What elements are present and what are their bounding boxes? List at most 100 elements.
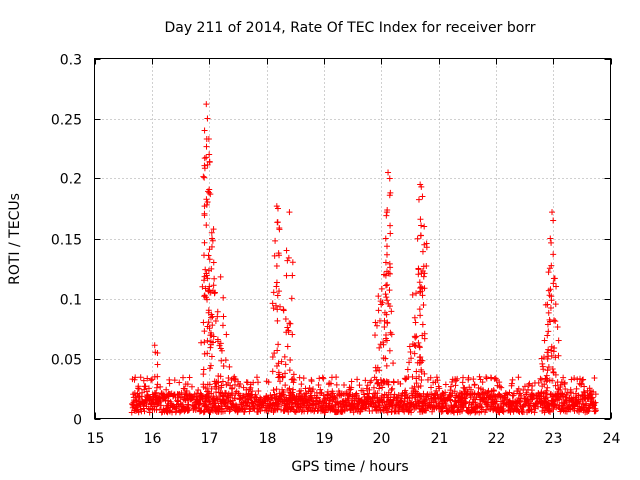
data-point — [276, 288, 283, 295]
data-point — [333, 374, 340, 381]
data-point — [409, 373, 416, 380]
data-point — [581, 383, 588, 390]
data-point — [459, 408, 466, 415]
data-point — [274, 317, 281, 324]
data-point — [510, 390, 517, 397]
data-point — [296, 390, 303, 397]
data-point — [275, 341, 282, 348]
data-point — [551, 401, 558, 408]
data-point — [281, 353, 288, 360]
data-point — [286, 367, 293, 374]
data-point — [275, 403, 282, 410]
data-point — [419, 292, 426, 299]
data-point — [203, 101, 210, 108]
data-point — [219, 378, 226, 385]
data-point — [551, 317, 558, 324]
data-point — [388, 308, 395, 315]
data-point — [204, 115, 211, 122]
data-point — [376, 367, 383, 374]
data-point — [548, 347, 555, 354]
data-point — [377, 341, 384, 348]
x-axis-label: GPS time / hours — [291, 459, 408, 475]
data-point — [592, 391, 599, 398]
data-point — [214, 308, 221, 315]
data-point — [384, 320, 391, 327]
data-point — [142, 383, 149, 390]
data-point — [224, 393, 231, 400]
data-point — [145, 385, 152, 392]
data-point — [414, 235, 421, 242]
data-point — [544, 384, 551, 391]
data-point — [229, 391, 236, 398]
data-point — [203, 196, 210, 203]
data-point — [470, 376, 477, 383]
x-tick-label: 18 — [259, 431, 277, 447]
data-point — [554, 323, 561, 330]
data-point — [185, 401, 192, 408]
data-point — [320, 375, 327, 382]
data-point — [211, 275, 218, 282]
data-point — [289, 331, 296, 338]
data-point — [375, 307, 382, 314]
data-point — [591, 374, 598, 381]
data-point — [244, 379, 251, 386]
data-point — [384, 207, 391, 214]
data-point — [205, 319, 212, 326]
x-tick-label: 15 — [87, 431, 105, 447]
data-point — [418, 183, 425, 190]
data-point — [415, 196, 422, 203]
data-point — [591, 402, 598, 409]
data-point — [237, 381, 244, 388]
data-point — [418, 270, 425, 277]
data-point — [548, 352, 555, 359]
data-point — [208, 265, 215, 272]
data-point — [203, 201, 210, 208]
data-point — [375, 293, 382, 300]
data-point — [206, 151, 213, 158]
data-point — [379, 384, 386, 391]
data-point — [206, 158, 213, 165]
data-point — [408, 409, 415, 416]
data-point — [275, 369, 282, 376]
data-point — [277, 303, 284, 310]
data-point — [576, 400, 583, 407]
data-point — [449, 378, 456, 385]
data-point — [418, 357, 425, 364]
data-point — [330, 390, 337, 397]
data-point — [272, 237, 279, 244]
data-point — [201, 212, 208, 219]
data-point — [373, 322, 380, 329]
data-point — [386, 303, 393, 310]
data-point — [389, 385, 396, 392]
data-point — [417, 382, 424, 389]
data-point — [135, 385, 142, 392]
data-point — [208, 229, 215, 236]
data-point — [310, 386, 317, 393]
data-point — [207, 362, 214, 369]
data-point — [151, 403, 158, 410]
data-point — [409, 291, 416, 298]
data-point — [212, 318, 219, 325]
data-point — [201, 155, 208, 162]
data-point — [380, 341, 387, 348]
data-point — [381, 324, 388, 331]
data-point — [553, 283, 560, 290]
data-point — [282, 361, 289, 368]
data-point — [506, 389, 513, 396]
data-point — [481, 390, 488, 397]
data-point — [296, 374, 303, 381]
data-point — [289, 375, 296, 382]
data-point — [417, 216, 424, 223]
data-point — [384, 297, 391, 304]
y-axis-label: ROTI / TECUs — [7, 193, 23, 285]
data-point — [546, 377, 553, 384]
data-point — [397, 380, 404, 387]
data-point — [273, 386, 280, 393]
data-point — [373, 376, 380, 383]
data-point — [433, 387, 440, 394]
data-point — [209, 235, 216, 242]
data-point — [201, 174, 208, 181]
data-point — [418, 376, 425, 383]
data-point — [301, 393, 308, 400]
